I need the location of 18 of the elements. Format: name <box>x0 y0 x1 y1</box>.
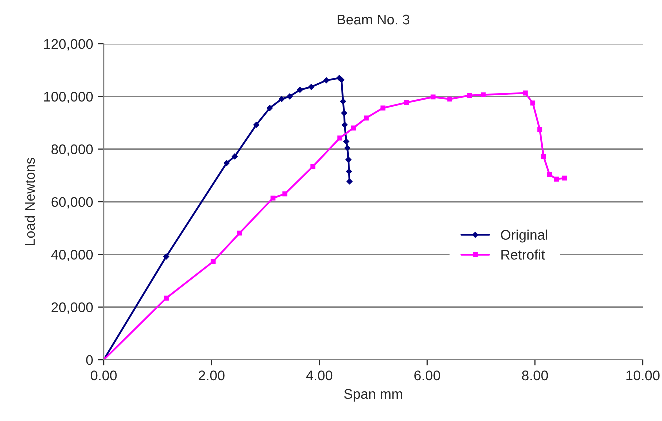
legend-label: Original <box>501 230 548 243</box>
x-tick-label: 2.00 <box>198 370 225 381</box>
x-tick-label: 10.00 <box>626 370 660 381</box>
y-tick-label: 0 <box>86 355 94 366</box>
x-axis-title: Span mm <box>344 389 402 402</box>
y-tick-label: 40,000 <box>51 250 94 262</box>
legend-label: Retrofit <box>502 250 546 260</box>
y-axis-title: Load Newtons <box>24 158 36 246</box>
y-tick-label: 100,000 <box>44 92 94 104</box>
x-tick-label: 8.00 <box>522 370 548 381</box>
y-tick-label: 120,000 <box>44 39 94 51</box>
x-tick-label: 6.00 <box>414 370 440 381</box>
x-tick-label: 0.00 <box>91 370 117 381</box>
y-tick-label: 80,000 <box>52 144 94 156</box>
y-tick-label: 20,000 <box>52 302 94 314</box>
y-tick-label: 60,000 <box>52 197 94 209</box>
x-tick-label: 4.00 <box>306 370 333 381</box>
chart-title: Beam No. 3 <box>338 14 410 25</box>
